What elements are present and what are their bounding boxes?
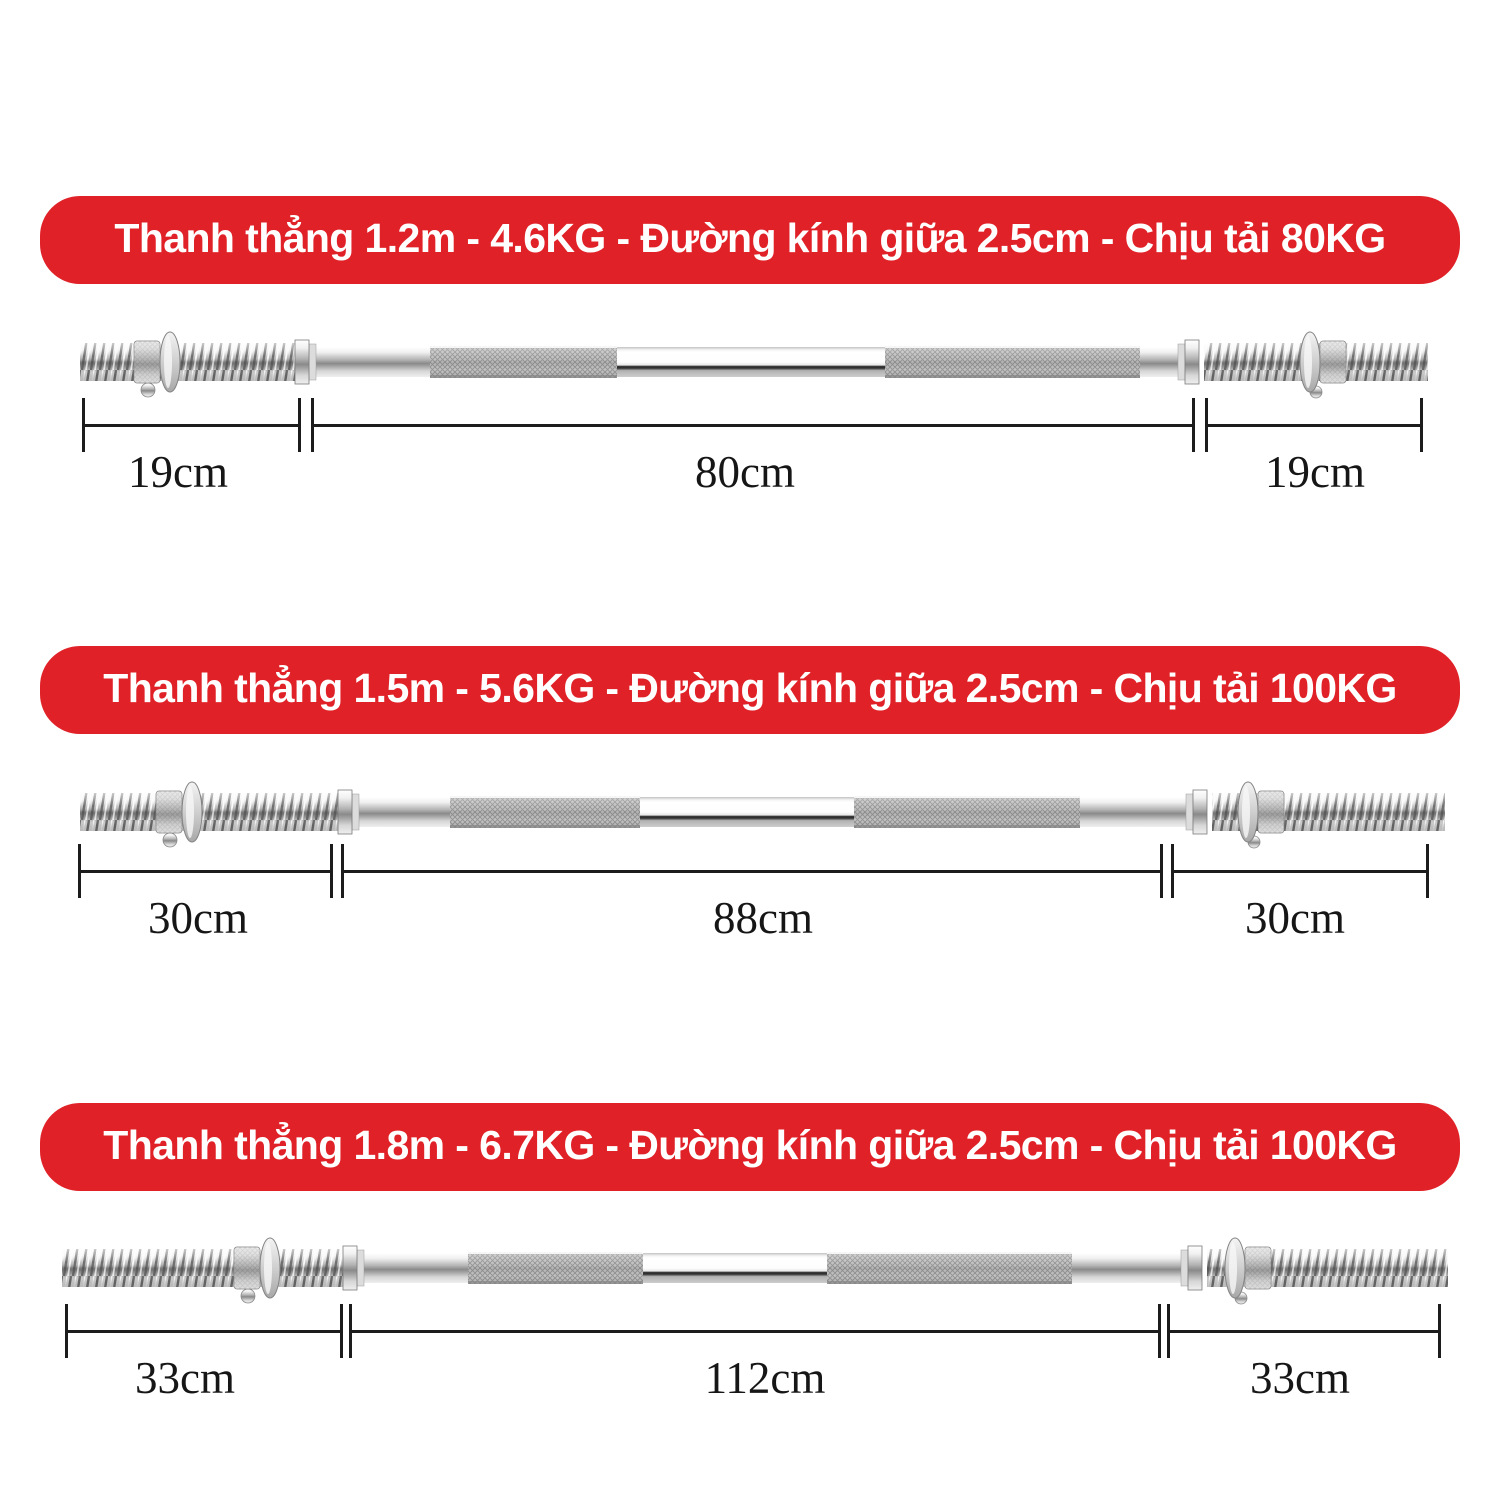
barbell-bar-graphic bbox=[0, 282, 1500, 442]
dimension-label: 30cm bbox=[148, 893, 248, 943]
barbell-bar-graphic bbox=[0, 1188, 1500, 1348]
spec-banner-label: Thanh thẳng 1.2m - 4.6KG - Đường kính gi… bbox=[114, 214, 1386, 261]
dimension-line bbox=[82, 398, 301, 452]
dimension-tick bbox=[330, 844, 333, 898]
dimension-tick bbox=[78, 844, 81, 898]
dimension-label: 80cm bbox=[695, 447, 795, 497]
dimension-tick bbox=[1167, 1304, 1170, 1358]
spec-banner-label: Thanh thẳng 1.5m - 5.6KG - Đường kính gi… bbox=[103, 664, 1397, 711]
dimension-line bbox=[1167, 1304, 1441, 1358]
dimension-label: 33cm bbox=[1250, 1353, 1350, 1403]
dimension-label: 88cm bbox=[713, 893, 813, 943]
dimension-tick bbox=[65, 1304, 68, 1358]
dimension-tick bbox=[1192, 398, 1195, 452]
dimension-line bbox=[341, 844, 1163, 898]
dimension-label: 112cm bbox=[704, 1353, 826, 1403]
dimension-tick bbox=[340, 1304, 343, 1358]
dimension-tick bbox=[1420, 398, 1423, 452]
barbell-bar-graphic bbox=[0, 732, 1500, 892]
dimension-tick bbox=[82, 398, 85, 452]
dimension-line bbox=[1171, 844, 1429, 898]
dimension-tick bbox=[1205, 398, 1208, 452]
dimension-label: 30cm bbox=[1245, 893, 1345, 943]
dimension-tick bbox=[349, 1304, 352, 1358]
dimension-tick bbox=[1438, 1304, 1441, 1358]
dimension-tick bbox=[1158, 1304, 1161, 1358]
dimension-tick bbox=[1160, 844, 1163, 898]
dimension-line bbox=[349, 1304, 1161, 1358]
dimension-label: 19cm bbox=[128, 447, 228, 497]
dimension-tick bbox=[298, 398, 301, 452]
dimension-line bbox=[78, 844, 333, 898]
dimension-label: 33cm bbox=[135, 1353, 235, 1403]
dimension-line bbox=[311, 398, 1195, 452]
dimension-tick bbox=[311, 398, 314, 452]
dimension-tick bbox=[1426, 844, 1429, 898]
dimension-tick bbox=[341, 844, 344, 898]
dimension-label: 19cm bbox=[1265, 447, 1365, 497]
spec-banner-label: Thanh thẳng 1.8m - 6.7KG - Đường kính gi… bbox=[103, 1121, 1397, 1168]
spec-banner: Thanh thẳng 1.8m - 6.7KG - Đường kính gi… bbox=[40, 1103, 1460, 1191]
dimension-tick bbox=[1171, 844, 1174, 898]
spec-banner: Thanh thẳng 1.2m - 4.6KG - Đường kính gi… bbox=[40, 196, 1460, 284]
dimension-line bbox=[1205, 398, 1423, 452]
dimension-line bbox=[65, 1304, 343, 1358]
spec-banner: Thanh thẳng 1.5m - 5.6KG - Đường kính gi… bbox=[40, 646, 1460, 734]
